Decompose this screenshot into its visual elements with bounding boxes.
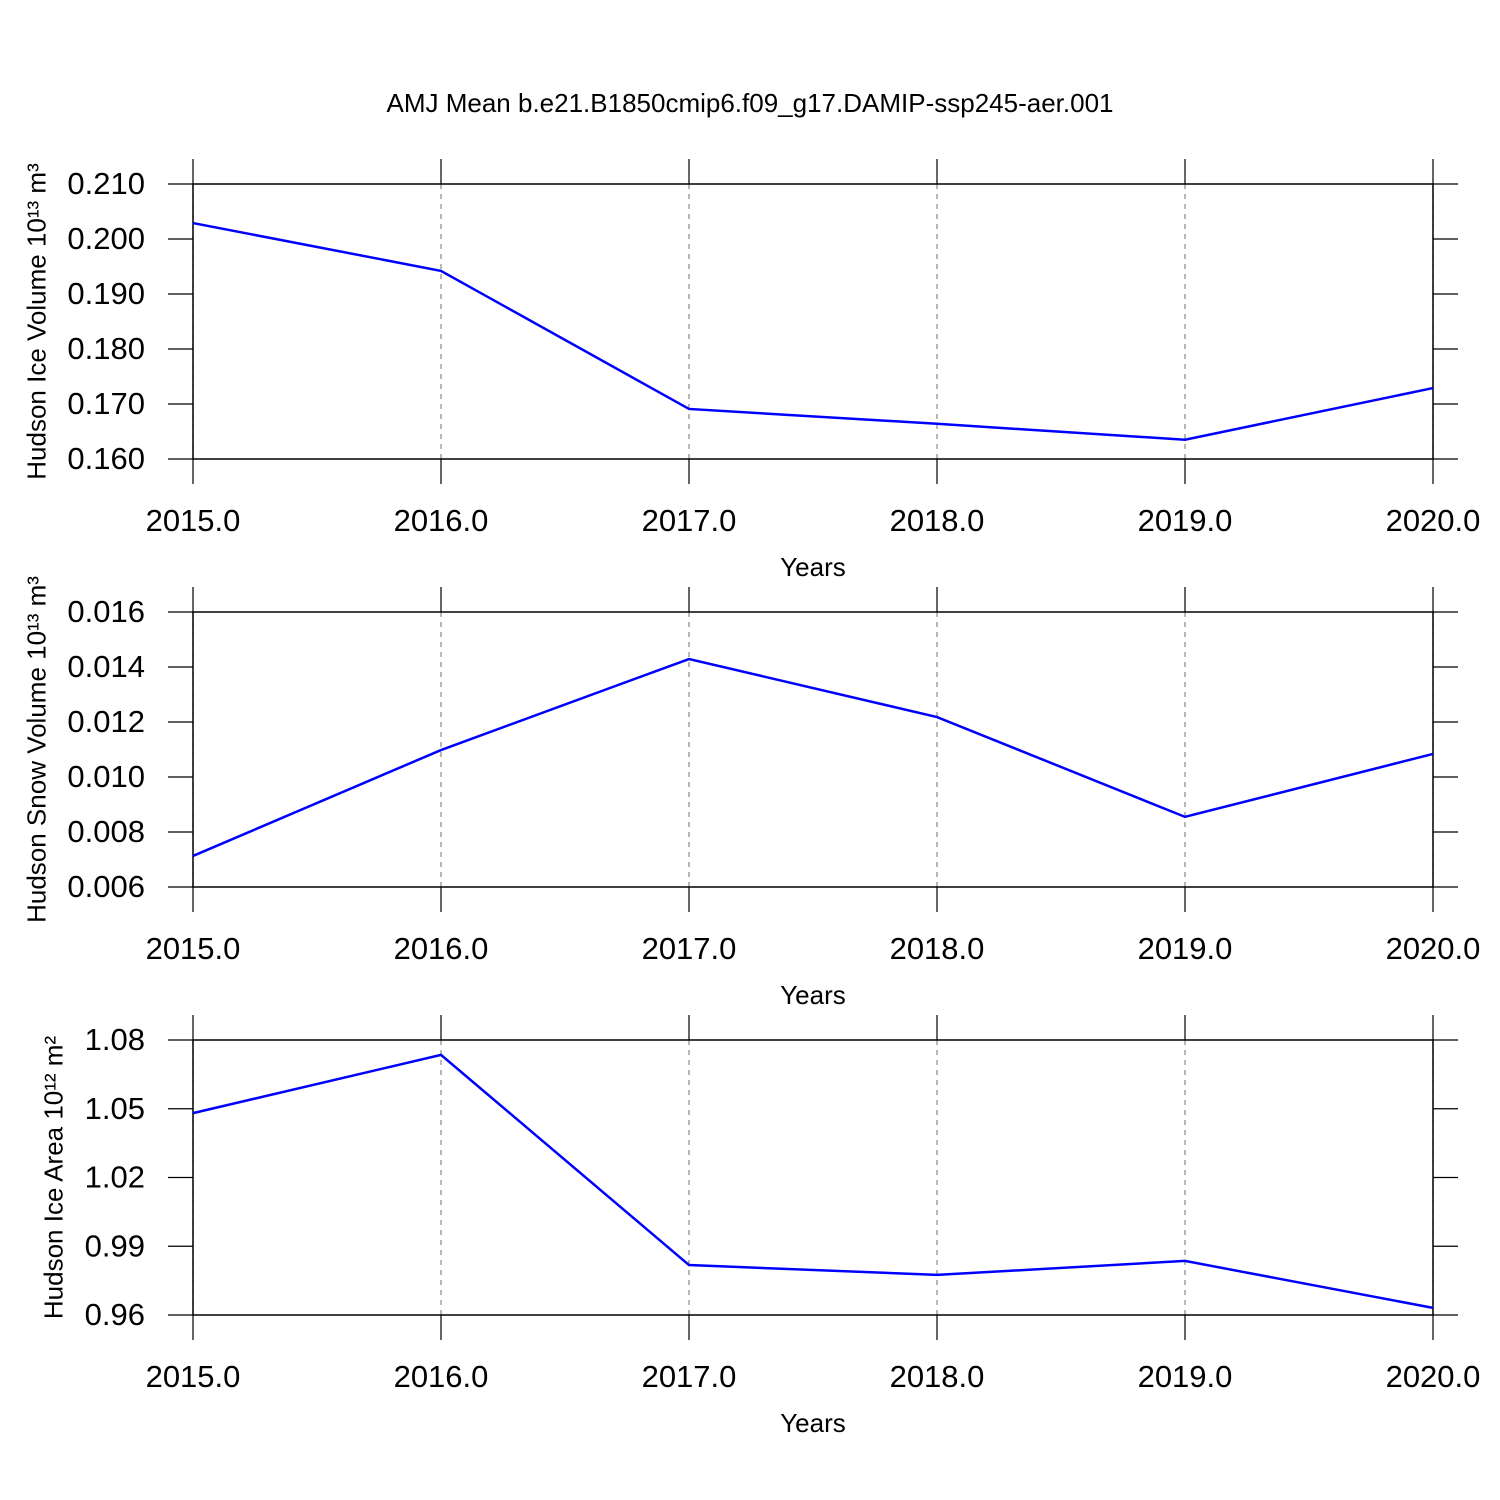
y-tick-label: 0.016 — [67, 594, 145, 629]
y-tick-label: 0.210 — [67, 166, 145, 201]
y-tick-label: 1.05 — [85, 1091, 145, 1126]
y-tick-label: 0.010 — [67, 759, 145, 794]
y-tick-label: 0.170 — [67, 386, 145, 421]
y-tick-label: 0.200 — [67, 221, 145, 256]
x-tick-label: 2015.0 — [146, 931, 241, 966]
x-tick-label: 2020.0 — [1386, 503, 1481, 538]
y-tick-label: 1.02 — [85, 1160, 145, 1195]
y-tick-label: 0.012 — [67, 704, 145, 739]
x-tick-label: 2017.0 — [642, 1359, 737, 1394]
x-tick-label: 2019.0 — [1138, 931, 1233, 966]
x-tick-label: 2020.0 — [1386, 931, 1481, 966]
x-axis-title: Years — [780, 1408, 846, 1438]
y-tick-label: 0.008 — [67, 814, 145, 849]
data-line — [192, 1053, 1434, 1310]
x-tick-label: 2018.0 — [890, 1359, 985, 1394]
data-line — [192, 657, 1434, 858]
plot-frame — [192, 611, 1434, 888]
y-axis-title: Hudson Ice Volume 10¹³ m³ — [21, 163, 51, 480]
y-tick-label: 1.08 — [85, 1022, 145, 1057]
y-tick-label: 0.190 — [67, 276, 145, 311]
x-axis-title: Years — [780, 980, 846, 1010]
panel: 2015.0 2016.0 2017.0 2018.0 2019.0 2020.0 0.96… — [39, 1015, 1481, 1438]
x-axis-title: Years — [780, 552, 846, 582]
y-axis-title: Hudson Ice Area 10¹² m² — [39, 1036, 69, 1320]
y-tick-label: 0.006 — [67, 869, 145, 904]
y-tick-label: 0.014 — [67, 649, 145, 684]
x-tick-label: 2016.0 — [394, 931, 489, 966]
x-tick-label: 2020.0 — [1386, 1359, 1481, 1394]
x-tick-label: 2017.0 — [642, 931, 737, 966]
x-tick-label: 2016.0 — [394, 1359, 489, 1394]
x-tick-label: 2019.0 — [1138, 1359, 1233, 1394]
y-axis-title: Hudson Snow Volume 10¹³ m³ — [21, 576, 51, 923]
x-tick-label: 2018.0 — [890, 931, 985, 966]
x-tick-label: 2019.0 — [1138, 503, 1233, 538]
y-tick-label: 0.99 — [85, 1228, 145, 1263]
y-tick-label: 0.160 — [67, 441, 145, 476]
plot-frame — [192, 1039, 1434, 1316]
x-tick-label: 2018.0 — [890, 503, 985, 538]
x-tick-label: 2015.0 — [146, 503, 241, 538]
panel: 2015.0 2016.0 2017.0 2018.0 2019.0 2020.0 0.16… — [21, 159, 1480, 582]
plot-frame — [192, 183, 1434, 460]
y-tick-label: 0.96 — [85, 1297, 145, 1332]
y-tick-label: 0.180 — [67, 331, 145, 366]
x-tick-label: 2017.0 — [642, 503, 737, 538]
x-tick-label: 2016.0 — [394, 503, 489, 538]
panel: 2015.0 2016.0 2017.0 2018.0 2019.0 2020.0 0.00… — [21, 576, 1480, 1010]
x-tick-label: 2015.0 — [146, 1359, 241, 1394]
data-line — [192, 221, 1434, 442]
figure-title: AMJ Mean b.e21.B1850cmip6.f09_g17.DAMIP-… — [387, 88, 1114, 118]
